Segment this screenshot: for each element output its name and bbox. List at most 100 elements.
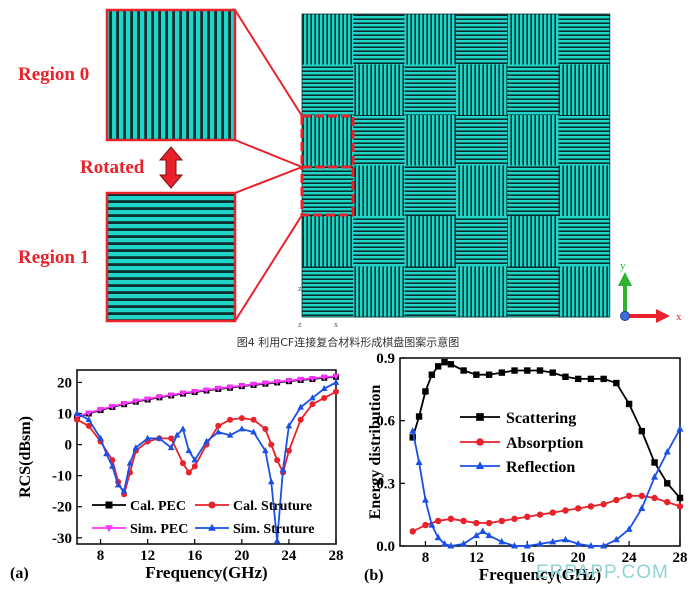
data-point bbox=[103, 450, 110, 457]
data-point bbox=[574, 540, 582, 547]
axis-y-label: y bbox=[620, 260, 626, 272]
series-sim-struture bbox=[73, 378, 340, 544]
data-point bbox=[600, 375, 607, 383]
checker-cell bbox=[455, 266, 508, 318]
data-point bbox=[185, 447, 193, 454]
series-line bbox=[412, 494, 681, 533]
data-point bbox=[250, 381, 257, 388]
checker-cell bbox=[507, 64, 559, 116]
data-point bbox=[574, 375, 582, 383]
data-point bbox=[321, 394, 328, 401]
data-point bbox=[434, 533, 442, 541]
y-tick-label: 20 bbox=[57, 375, 72, 391]
data-point bbox=[309, 375, 316, 382]
data-point bbox=[600, 542, 608, 549]
panel-label: (a) bbox=[10, 565, 29, 582]
data-point bbox=[109, 462, 116, 469]
data-point bbox=[536, 540, 544, 547]
connector-line bbox=[234, 9, 303, 117]
data-point bbox=[109, 403, 116, 410]
connector-line bbox=[234, 214, 303, 322]
checker-cell bbox=[353, 266, 405, 318]
data-point bbox=[441, 540, 449, 547]
data-point bbox=[226, 431, 234, 438]
checker-cell bbox=[353, 14, 405, 65]
checker-cell bbox=[455, 14, 508, 65]
data-point bbox=[587, 375, 595, 383]
data-point bbox=[485, 531, 493, 539]
data-point bbox=[613, 496, 620, 504]
data-point bbox=[297, 403, 304, 410]
data-point bbox=[549, 369, 556, 376]
data-point bbox=[409, 528, 416, 535]
data-point bbox=[479, 527, 487, 534]
data-point bbox=[460, 540, 468, 547]
checker-cell bbox=[507, 115, 559, 166]
data-point bbox=[587, 503, 595, 510]
data-point bbox=[285, 422, 293, 429]
data-point bbox=[179, 460, 186, 467]
legend-label: Sim. Struture bbox=[233, 522, 314, 537]
data-point bbox=[279, 465, 287, 472]
chart-a: 8 12 16 20 24 28-30-20-1001020Frequency(GHz)R… bbox=[10, 369, 344, 582]
checker-cell bbox=[302, 64, 354, 116]
x-tick-label: 12 bbox=[469, 550, 484, 566]
x-axis-label: Frequency(GHz) bbox=[145, 563, 267, 582]
data-point bbox=[126, 459, 134, 466]
data-point bbox=[238, 425, 246, 432]
data-point bbox=[428, 371, 436, 378]
data-point bbox=[434, 517, 442, 525]
data-point bbox=[320, 385, 328, 392]
checkerboard-illustration: Region 0 Rotated Region 1 z z x y x bbox=[18, 8, 682, 329]
axis-triad-icon: y x bbox=[618, 260, 682, 323]
y-tick-label: 0 bbox=[65, 438, 73, 454]
x-tick-label: 20 bbox=[571, 550, 586, 566]
data-point bbox=[156, 394, 163, 401]
data-point bbox=[485, 519, 493, 527]
data-point bbox=[638, 492, 646, 500]
y-tick-label: -10 bbox=[52, 469, 72, 485]
data-point bbox=[167, 392, 175, 399]
series-reflection bbox=[409, 425, 684, 549]
checker-cell bbox=[404, 216, 457, 267]
checker-cell bbox=[404, 14, 457, 65]
checker-cell bbox=[353, 216, 405, 267]
legend-label: Cal. Struture bbox=[233, 499, 312, 514]
legend-entry: Absorption bbox=[460, 435, 583, 452]
data-point bbox=[638, 504, 646, 511]
data-point bbox=[664, 480, 671, 487]
data-point bbox=[132, 398, 140, 405]
data-point bbox=[268, 441, 275, 448]
checker-cell bbox=[455, 165, 508, 217]
legend-entry: Reflection bbox=[460, 459, 575, 476]
data-point bbox=[536, 511, 544, 518]
checker-cell bbox=[353, 64, 405, 116]
y-tick-label: 0.9 bbox=[376, 351, 395, 367]
x-axis-label: Frequency(GHz) bbox=[479, 565, 601, 584]
checker-cell bbox=[302, 216, 354, 267]
data-point bbox=[498, 369, 506, 376]
region1-label: Region 1 bbox=[18, 247, 89, 268]
data-point bbox=[676, 494, 684, 502]
data-point bbox=[600, 501, 607, 508]
checker-cell bbox=[404, 165, 457, 217]
data-point bbox=[460, 517, 467, 525]
data-point bbox=[320, 374, 328, 381]
selection-box-region1 bbox=[300, 165, 355, 217]
panel-label: (b) bbox=[364, 567, 384, 584]
data-point bbox=[415, 458, 423, 466]
data-point bbox=[273, 537, 281, 544]
rotated-label: Rotated bbox=[80, 157, 145, 178]
region1-pattern bbox=[105, 191, 237, 323]
data-point bbox=[214, 385, 222, 392]
checker-cell bbox=[507, 14, 559, 65]
figure-caption: 图4 利用CF连接复合材料形成棋盘图案示意图 bbox=[236, 336, 460, 349]
data-point bbox=[203, 387, 210, 394]
data-point bbox=[144, 396, 151, 403]
data-point bbox=[173, 431, 181, 438]
data-point bbox=[523, 542, 531, 549]
checker-cell bbox=[302, 165, 354, 217]
data-point bbox=[613, 379, 620, 387]
data-point bbox=[273, 379, 281, 386]
